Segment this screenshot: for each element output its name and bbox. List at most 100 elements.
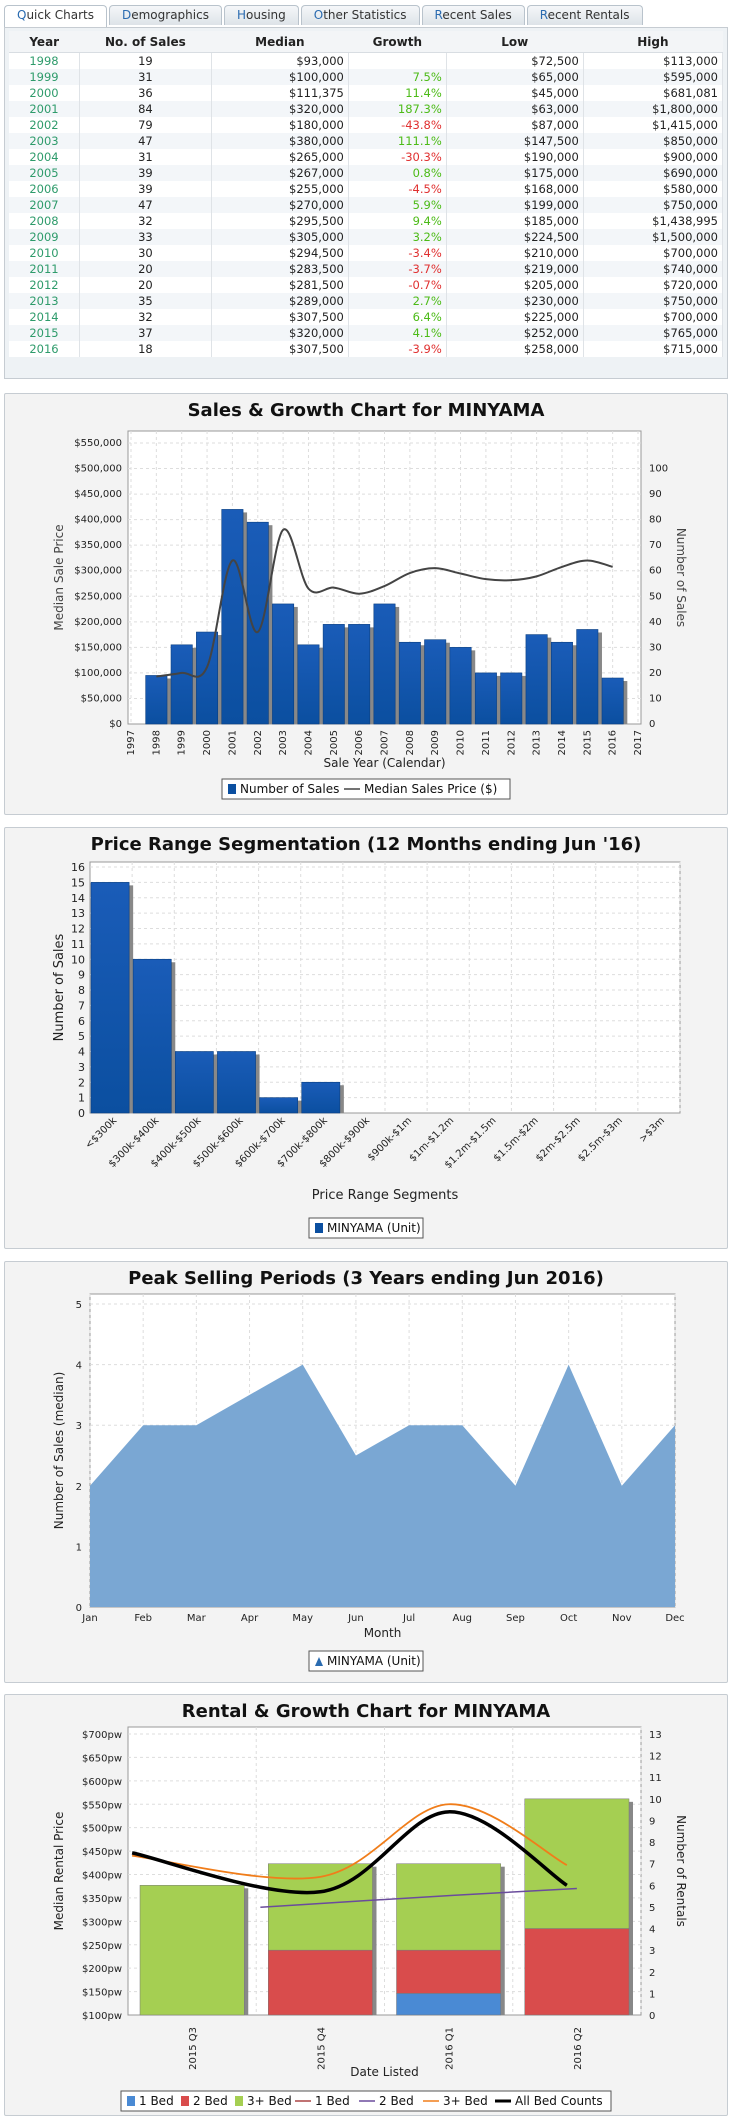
x-tick-label: 2007 <box>380 730 391 755</box>
x-tick-label: Jan <box>81 1613 97 1624</box>
price-range-chart-panel: Price Range Segmentation (12 Months endi… <box>4 827 728 1249</box>
cell-high: $765,000 <box>583 325 724 341</box>
tab-housing[interactable]: Housing <box>223 5 299 25</box>
x-axis-label: Price Range Segments <box>312 1188 459 1203</box>
x-tick-label: 2011 <box>481 730 492 755</box>
x-tick-label: Nov <box>612 1613 632 1624</box>
cell-low: $230,000 <box>446 293 584 309</box>
sales-table: Year No. of Sales Median Growth Low High 1998… <box>9 31 724 357</box>
y2-tick-label: 12 <box>649 1752 662 1763</box>
legend-label: All Bed Counts <box>515 2094 603 2108</box>
y2-tick-label: 6 <box>649 1881 655 1892</box>
x-tick-label: 2016 Q1 <box>445 2027 456 2070</box>
cell-growth: -3.4% <box>348 245 447 261</box>
cell-median: $267,000 <box>211 165 349 181</box>
bar-3-bed-2015-q3 <box>139 1885 245 2016</box>
cell-year: 2002 <box>9 117 80 133</box>
bar-sales-2003 <box>272 603 295 725</box>
tab-recent-sales[interactable]: Recent Sales <box>421 5 525 25</box>
cell-no-of-sales: 32 <box>79 309 212 325</box>
table-row: 2016 18 $307,500 -3.9% $258,000 $715,000 <box>9 341 724 357</box>
bar-300k <box>90 882 130 1114</box>
bar-2-bed-2016-q1 <box>396 1949 501 1994</box>
tab-other-statistics[interactable]: Other Statistics <box>300 5 420 25</box>
cell-low: $219,000 <box>446 261 584 277</box>
x-tick-label: 1997 <box>126 730 137 755</box>
cell-no-of-sales: 20 <box>79 277 212 293</box>
legend-swatch <box>315 1223 323 1233</box>
x-tick-label: 2012 <box>506 730 517 755</box>
sales-area <box>90 1364 675 1607</box>
x-tick-label: 2013 <box>532 730 543 755</box>
x-tick-label: Oct <box>560 1613 577 1624</box>
cell-high: $850,000 <box>583 133 724 149</box>
peak-selling-chart-panel: Peak Selling Periods (3 Years ending Jun… <box>4 1261 728 1683</box>
x-tick-label: Dec <box>665 1613 684 1624</box>
y2-tick-label: 40 <box>649 617 662 628</box>
y2-tick-label: 2 <box>649 1968 655 1979</box>
y2-tick-label: 8 <box>649 1838 655 1849</box>
y-tick-label: 1 <box>78 1092 85 1105</box>
bar-sales-2010 <box>449 647 472 725</box>
y2-tick-label: 100 <box>649 464 668 475</box>
y-tick-label: $250,000 <box>74 591 122 602</box>
cell-median: $281,500 <box>211 277 349 293</box>
legend: 1 Bed 2 Bed 3+ Bed 1 Bed 2 Bed 3+ Bed All Bed … <box>120 2090 612 2112</box>
cell-low: $72,500 <box>446 52 584 69</box>
y2-tick-label: 80 <box>649 515 662 526</box>
bar-700k-800k <box>301 1081 341 1114</box>
x-tick-label: 2010 <box>456 730 467 755</box>
cell-low: $258,000 <box>446 341 584 357</box>
cell-no-of-sales: 84 <box>79 101 212 117</box>
cell-growth: 11.4% <box>348 85 447 101</box>
x-tick-label: 2016 Q2 <box>573 2027 584 2070</box>
tab-recent-rentals[interactable]: Recent Rentals <box>526 5 643 25</box>
cell-no-of-sales: 36 <box>79 85 212 101</box>
y2-tick-label: 3 <box>649 1946 655 1957</box>
cell-year: 2004 <box>9 149 80 165</box>
legend-label: MINYAMA (Unit) <box>327 1221 421 1235</box>
table-row: 2015 37 $320,000 4.1% $252,000 $765,000 <box>9 325 724 341</box>
y-tick-label: $0 <box>109 719 122 730</box>
cell-year: 2014 <box>9 309 80 325</box>
y2-tick-label: 10 <box>649 1795 662 1806</box>
y-tick-label: $200pw <box>82 1964 122 1975</box>
x-axis-label: Sale Year (Calendar) <box>323 756 445 770</box>
y-tick-label: $600pw <box>82 1777 122 1788</box>
x-tick-label: May <box>292 1613 313 1624</box>
cell-high: $690,000 <box>583 165 724 181</box>
x-tick-label: 2015 <box>582 730 593 755</box>
y-tick-label: $700pw <box>82 1730 122 1741</box>
legend-label: 3+ Bed <box>443 2094 488 2108</box>
cell-high: $750,000 <box>583 293 724 309</box>
y-tick-label: $550,000 <box>74 438 122 449</box>
cell-growth: -3.9% <box>348 341 447 357</box>
x-tick-label: 2009 <box>430 730 441 755</box>
table-row: 2014 32 $307,500 6.4% $225,000 $700,000 <box>9 309 724 325</box>
cell-year: 2013 <box>9 293 80 309</box>
cell-growth: -0.7% <box>348 277 447 293</box>
table-row: 2008 32 $295,500 9.4% $185,000 $1,438,995 <box>9 213 724 229</box>
y2-tick-label: 0 <box>649 2011 655 2022</box>
y2-axis-label: Number of Rentals <box>674 1815 688 1927</box>
cell-year: 2011 <box>9 261 80 277</box>
cell-year: 2001 <box>9 101 80 117</box>
y2-tick-label: 7 <box>649 1860 655 1871</box>
cell-high: $681,081 <box>583 85 724 101</box>
cell-no-of-sales: 18 <box>79 341 212 357</box>
bar-sales-2005 <box>322 624 345 725</box>
bar-sales-2012 <box>500 672 523 725</box>
x-axis-label: Month <box>364 1626 402 1640</box>
sales-table-panel: Year No. of Sales Median Growth Low High 1998… <box>4 27 728 379</box>
x-tick-label: Mar <box>187 1613 207 1624</box>
cell-median: $307,500 <box>211 309 349 325</box>
bar-600k-700k <box>259 1097 299 1114</box>
y-tick-label: $50,000 <box>81 693 122 704</box>
y-tick-label: 2 <box>78 1076 85 1089</box>
cell-no-of-sales: 19 <box>79 52 212 69</box>
tab-demographics[interactable]: Demographics <box>108 5 222 25</box>
tab-quick-charts[interactable]: Quick Charts <box>4 5 107 27</box>
column-header-growth: Growth <box>348 31 447 53</box>
cell-growth: -43.8% <box>348 117 447 133</box>
y-tick-label: $350pw <box>82 1894 122 1905</box>
